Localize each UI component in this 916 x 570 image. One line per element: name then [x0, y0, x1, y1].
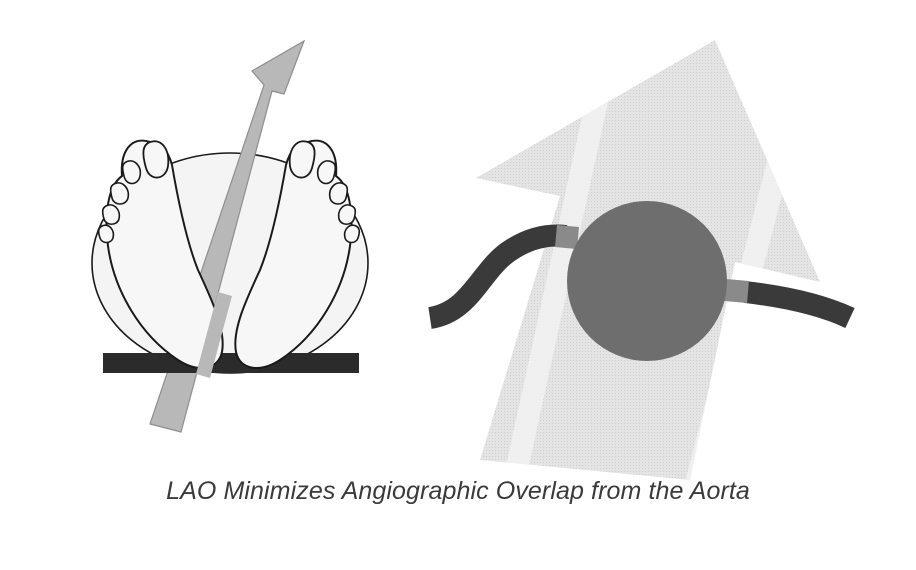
table-bar — [103, 353, 359, 373]
right-foot — [234, 139, 361, 369]
xray-beam-arrow-front — [196, 292, 232, 378]
patient-view-group — [91, 39, 369, 433]
aorta-circle — [567, 201, 727, 361]
left-foot — [97, 139, 224, 369]
aorta-view-group — [427, 40, 855, 480]
vessel-overlap-left — [555, 225, 579, 249]
figure-caption: LAO Minimizes Angiographic Overlap from … — [166, 477, 750, 505]
vessel-overlap-right — [724, 279, 749, 303]
vessel-right — [743, 281, 855, 329]
vessel-left — [427, 224, 568, 329]
